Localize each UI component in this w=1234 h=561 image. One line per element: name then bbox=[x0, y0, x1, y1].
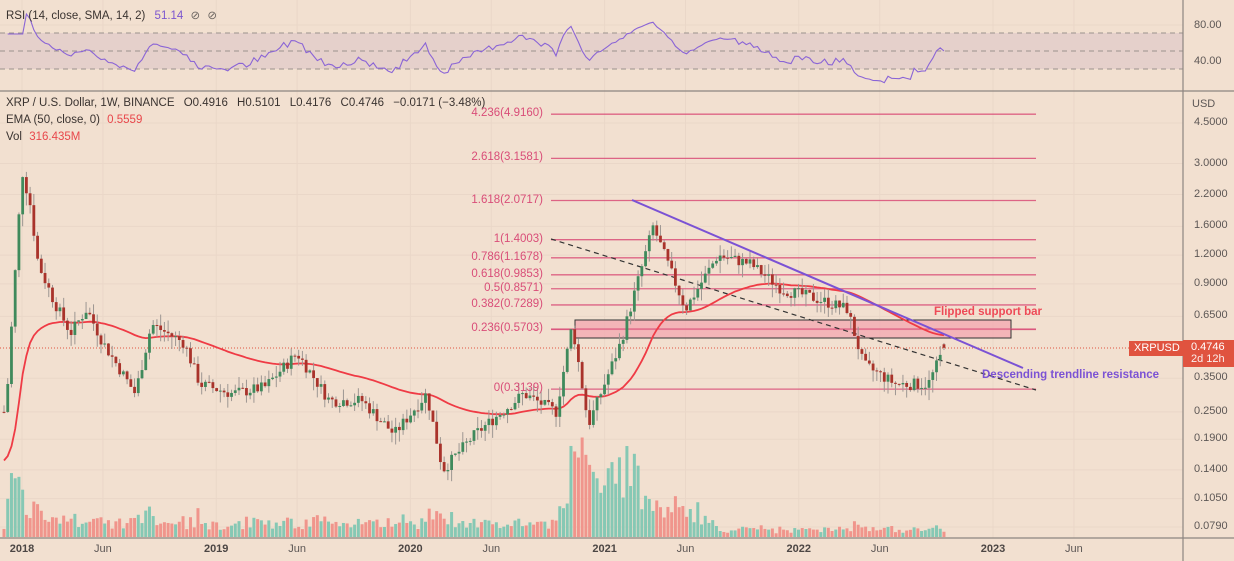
dashed-trendline bbox=[550, 238, 1037, 391]
ohlc-close: C0.4746 bbox=[340, 97, 384, 109]
ema-legend: EMA (50, close, 0) 0.5559 bbox=[6, 114, 142, 126]
vertical-gridlines bbox=[21, 0, 1075, 538]
time-tick: 2018 bbox=[9, 543, 35, 555]
price-candles bbox=[2, 171, 946, 482]
hide-icon[interactable]: ⊘ bbox=[190, 10, 201, 22]
trendline-annotation: Descending trendline resistance bbox=[982, 369, 1160, 381]
fib-level-label: 0(0.3139) bbox=[493, 382, 543, 395]
time-tick: 2021 bbox=[592, 543, 617, 555]
rsi-tick-40: 40.00 bbox=[1194, 55, 1222, 67]
price-tick: 0.2500 bbox=[1194, 404, 1228, 417]
bar-countdown: 2d 12h bbox=[1191, 353, 1225, 365]
time-tick: Jun bbox=[1065, 543, 1083, 555]
descending-trendline bbox=[631, 199, 1024, 369]
ohlc-high: H0.5101 bbox=[237, 97, 281, 109]
price-tick: 4.5000 bbox=[1194, 116, 1228, 128]
fib-level-label: 1.618(2.0717) bbox=[471, 193, 543, 206]
fib-level-label: 0.382(0.7289) bbox=[471, 297, 543, 310]
rsi-value: 51.14 bbox=[154, 10, 184, 22]
price-tick: 0.0790 bbox=[1194, 520, 1228, 532]
vol-label[interactable]: Vol bbox=[6, 131, 22, 143]
time-tick: Jun bbox=[288, 543, 306, 555]
fib-level-label: 0.236(0.5703) bbox=[471, 322, 543, 335]
rsi-label: RSI (14, close, SMA, 14, 2) bbox=[6, 10, 146, 22]
fib-level-label: 1(1.4003) bbox=[493, 232, 543, 245]
price-tick: 0.3500 bbox=[1194, 371, 1228, 384]
price-tick: 0.1050 bbox=[1194, 491, 1228, 504]
fib-level-label: 0.786(1.1678) bbox=[471, 250, 543, 263]
symbol-title[interactable]: XRP / U.S. Dollar, 1W, BINANCE bbox=[6, 97, 175, 109]
price-tick: 1.6000 bbox=[1194, 219, 1228, 232]
price-tick: 0.1400 bbox=[1194, 462, 1228, 475]
fib-level-label: 4.236(4.9160) bbox=[471, 107, 543, 120]
volume-bars bbox=[2, 437, 946, 537]
ema-value: 0.5559 bbox=[107, 114, 143, 126]
price-tick: 0.1900 bbox=[1194, 432, 1228, 445]
time-tick: Jun bbox=[676, 543, 695, 555]
price-tick: 0.9000 bbox=[1194, 276, 1228, 289]
volume-legend: Vol 316.435M bbox=[6, 131, 80, 143]
currency-label: USD bbox=[1192, 98, 1216, 110]
time-tick: Jun bbox=[94, 543, 112, 555]
time-tick: Jun bbox=[870, 543, 889, 555]
time-tick: 2023 bbox=[980, 543, 1006, 555]
ohlc-open: O0.4916 bbox=[183, 97, 228, 109]
ema-label[interactable]: EMA (50, close, 0) bbox=[6, 114, 100, 126]
ohlc-low: L0.4176 bbox=[289, 97, 332, 109]
last-price-tag: 0.4746 2d 12h bbox=[1183, 340, 1234, 367]
fib-level-label: 0.618(0.9853) bbox=[471, 267, 543, 280]
last-price: 0.4746 bbox=[1191, 341, 1225, 353]
price-tick: 3.0000 bbox=[1194, 156, 1228, 169]
time-tick: 2019 bbox=[203, 543, 229, 555]
fib-level-label: 2.618(3.1581) bbox=[471, 151, 543, 164]
rsi-legend: RSI (14, close, SMA, 14, 2) 51.14 ⊘ ⊘ bbox=[6, 8, 217, 22]
price-tick: 0.6500 bbox=[1194, 309, 1228, 322]
rsi-tick-80: 80.00 bbox=[1194, 19, 1222, 31]
symbol-tag: XRPUSD bbox=[1129, 341, 1185, 356]
price-tick: 2.2000 bbox=[1194, 187, 1228, 200]
price-change: −0.0171 (−3.48%) bbox=[393, 97, 486, 109]
rsi-panel bbox=[0, 12, 1183, 84]
price-tick: 1.2000 bbox=[1194, 248, 1228, 261]
symbol-legend: XRP / U.S. Dollar, 1W, BINANCE O0.4916 H… bbox=[6, 97, 485, 109]
time-tick: 2020 bbox=[398, 543, 423, 555]
hide-icon[interactable]: ⊘ bbox=[207, 10, 218, 22]
flipped-support-annotation: Flipped support bar bbox=[934, 306, 1042, 318]
vol-value: 316.435M bbox=[29, 131, 81, 143]
rsi-line bbox=[7, 12, 945, 84]
fib-level-label: 0.5(0.8571) bbox=[484, 281, 543, 294]
time-tick: 2022 bbox=[786, 543, 812, 555]
time-tick: Jun bbox=[482, 543, 501, 555]
